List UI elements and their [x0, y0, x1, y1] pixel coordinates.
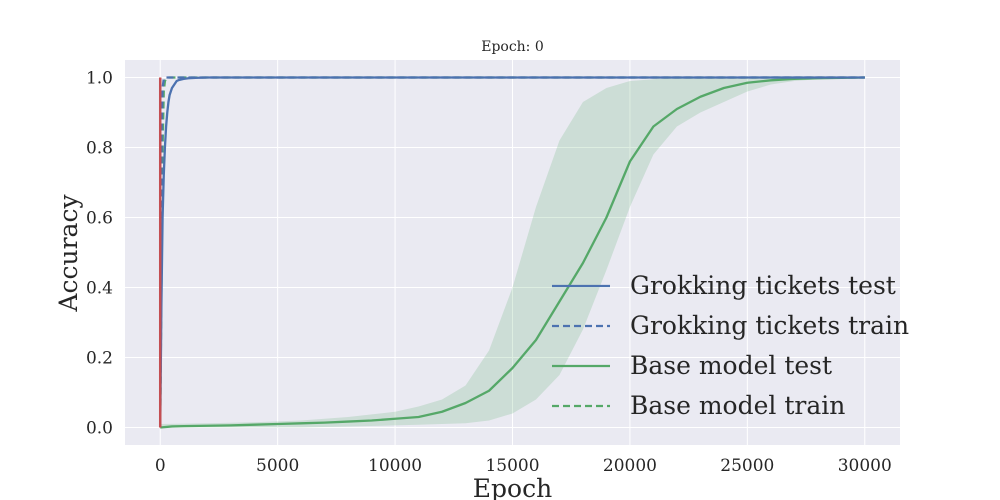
- y-tick-labels: 0.0 0.2 0.4 0.6 0.8 1.0: [86, 69, 113, 439]
- x-tick-label: 20000: [603, 456, 657, 476]
- x-tick-labels: 0 5000 10000 15000 20000 25000 30000: [155, 456, 892, 476]
- legend-grokking-tickets-test: Grokking tickets test: [552, 271, 896, 300]
- x-tick-label: 10000: [368, 456, 422, 476]
- grokking-tickets-test-line: [159, 76, 865, 428]
- legend-grokking-tickets-train: Grokking tickets train: [552, 311, 909, 340]
- x-tick-label: 0: [155, 456, 166, 476]
- legend: Grokking tickets test Grokking tickets tr…: [552, 271, 909, 420]
- legend-base-model-train: Base model train: [552, 391, 845, 420]
- y-tick-label: 0.6: [86, 209, 113, 229]
- x-tick-label: 25000: [720, 456, 774, 476]
- base-model-test-line: [160, 76, 865, 429]
- y-tick-label: 1.0: [86, 69, 113, 89]
- y-tick-label: 0.2: [86, 349, 113, 369]
- confidence-band-layer: [160, 77, 865, 428]
- grid: [125, 60, 900, 445]
- x-tick-label: 5000: [256, 456, 299, 476]
- x-tick-label: 30000: [838, 456, 892, 476]
- chart-title: Epoch: 0: [481, 39, 544, 55]
- legend-base-model-test: Base model test: [552, 351, 832, 380]
- y-tick-label: 0.4: [86, 279, 113, 299]
- y-tick-label: 0.8: [86, 139, 113, 159]
- x-axis-label: Epoch: [473, 474, 552, 500]
- y-axis-label: Accuracy: [54, 194, 83, 313]
- x-tick-label: 15000: [485, 456, 539, 476]
- y-tick-label: 0.0: [86, 419, 113, 439]
- legend-label: Grokking tickets train: [630, 311, 909, 340]
- legend-label: Base model train: [630, 391, 845, 420]
- legend-label: Grokking tickets test: [630, 271, 896, 300]
- base-model-test-band: [160, 77, 865, 428]
- legend-label: Base model test: [630, 351, 832, 380]
